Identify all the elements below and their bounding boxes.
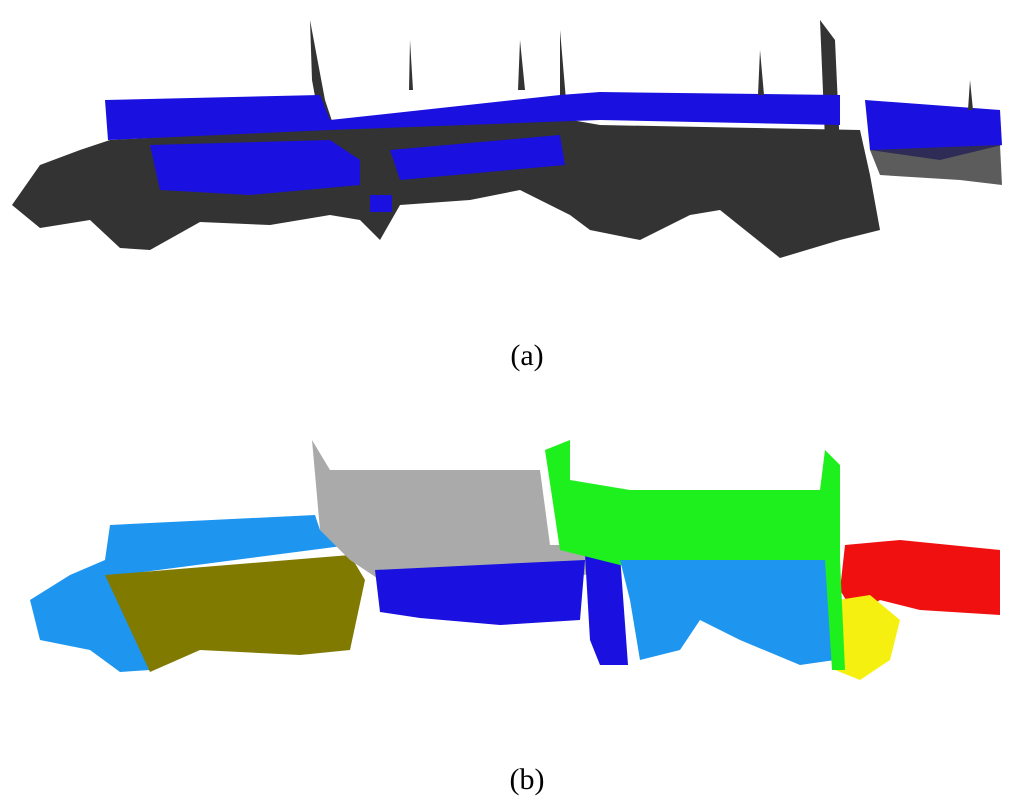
- caption-a: (a): [510, 339, 543, 372]
- point-cloud-a: [12, 20, 1002, 258]
- caption-b: (b): [510, 763, 545, 796]
- point-cloud-b: [30, 440, 1000, 680]
